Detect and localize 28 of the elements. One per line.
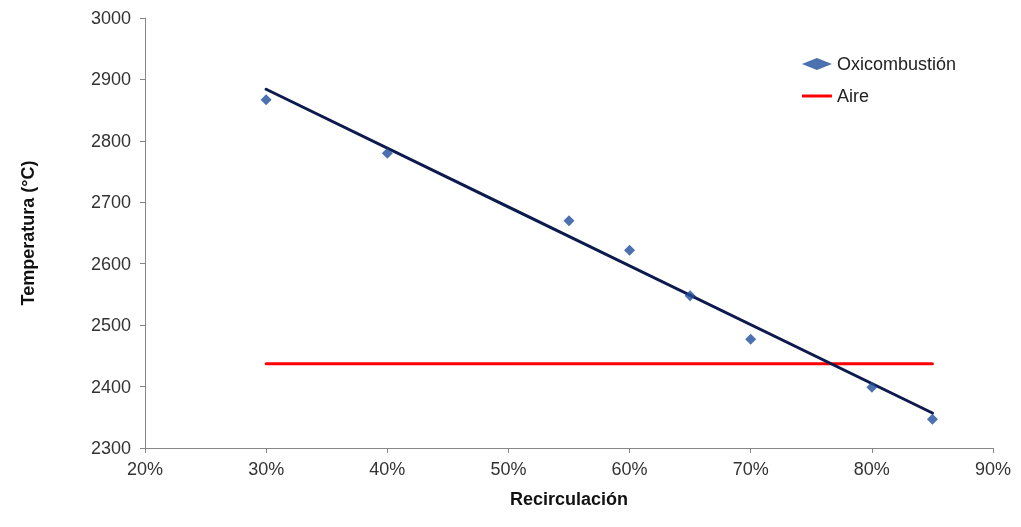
y-axis-title: Temperatura (°C): [18, 160, 38, 306]
y-tick-label: 2300: [90, 438, 131, 458]
x-tick-label: 70%: [732, 459, 769, 479]
x-tick-label: 40%: [369, 459, 406, 479]
x-tick-label: 60%: [611, 459, 648, 479]
x-tick-label: 20%: [126, 459, 164, 479]
point: [926, 413, 938, 425]
y-tick-label: 2400: [90, 376, 131, 397]
y-tick-label: 2500: [90, 315, 131, 336]
point: [745, 333, 757, 345]
x-tick-label: 30%: [248, 459, 285, 479]
point: [381, 147, 393, 159]
y-tick-label: 2600: [90, 253, 131, 274]
legend-label: Oxicombustión: [836, 54, 957, 74]
x-tick-label: 80%: [853, 459, 890, 479]
y-tick-label: 3000: [90, 8, 131, 28]
x-tick-label: 50%: [490, 459, 527, 479]
point: [866, 381, 878, 393]
x-axis-title: Recirculación: [509, 489, 629, 509]
point: [260, 94, 272, 106]
point: [563, 215, 575, 227]
y-tick-label: 2800: [90, 130, 131, 151]
point: [624, 244, 636, 256]
y-tick-label: 2700: [90, 192, 131, 213]
point: [684, 290, 696, 302]
legend-label: Aire: [836, 86, 869, 106]
y-tick-label: 2900: [90, 69, 131, 90]
x-tick-label: 90%: [974, 459, 1012, 479]
